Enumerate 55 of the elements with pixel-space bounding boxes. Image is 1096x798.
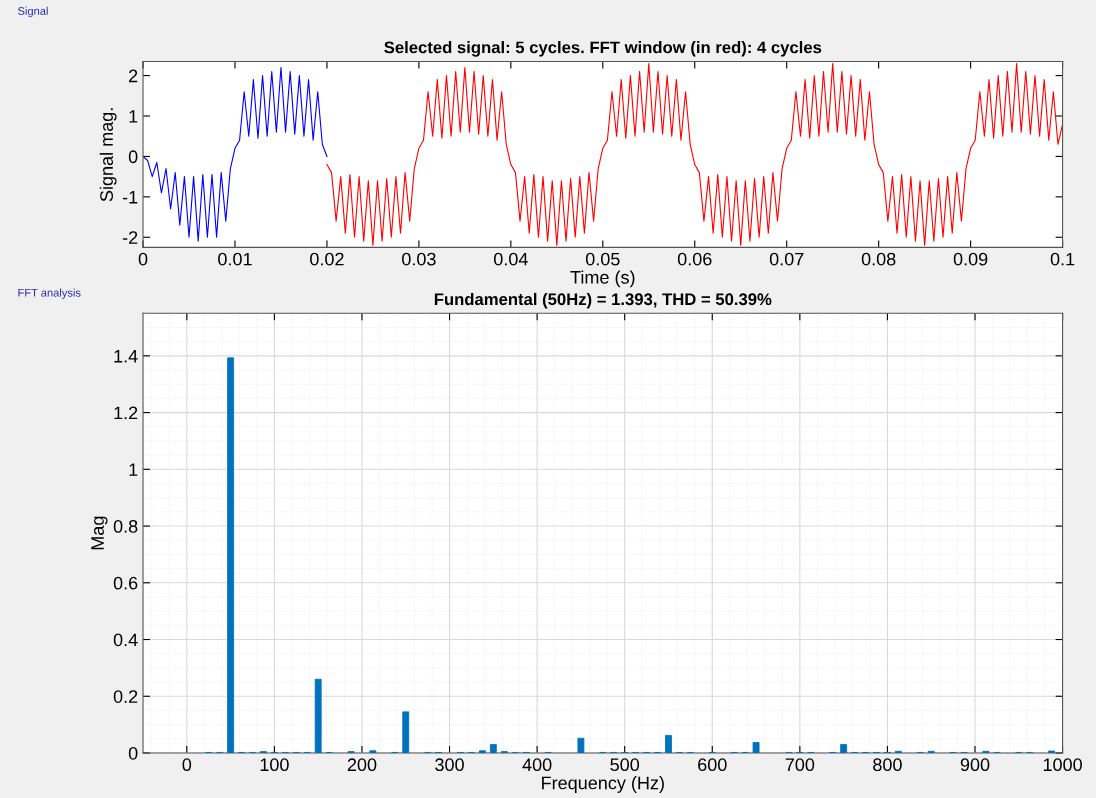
bar [577,737,585,753]
x-tick-label: 500 [610,758,640,772]
x-tick-label: 0.07 [769,252,804,266]
x-tick-label: 0 [182,758,192,772]
x-tick-label: 100 [260,758,289,772]
y-tick-label: -2 [122,231,138,244]
x-tick-label: 700 [785,758,815,772]
x-tick-label: 400 [522,758,552,772]
text: FFT analysis [18,288,81,299]
chart-title: Selected signal: 5 cycles. FFT window (in red): 4 cycles [384,41,822,57]
y-tick-label: 0 [128,150,138,164]
bar [478,750,486,753]
bar [665,734,672,753]
bar [227,357,235,753]
x-tick-label: 0.02 [310,252,344,266]
x-axis-title: Frequency (Hz) [542,776,664,793]
bar [402,711,410,753]
x-tick-label: 800 [873,758,902,772]
bar [840,744,848,753]
x-tick-label: 0 [138,252,148,266]
x-tick-label: 0.06 [677,252,712,266]
chart-title: Fundamental (50Hz) = 1.393, THD = 50.39% [434,292,772,309]
bar [369,750,377,753]
x-tick-label: 0.08 [861,252,896,266]
x-tick-label: 200 [347,758,377,772]
x-tick-label: 0.04 [493,252,528,266]
y-tick-label: 0.6 [113,576,138,590]
y-tick-label: 0.8 [113,519,138,533]
x-axis-title: Time (s) [570,270,635,288]
y-tick-label: 1 [129,110,138,123]
x-tick-label: 0.09 [953,252,988,266]
y-tick-label: -1 [122,190,138,204]
text: Signal [18,6,48,18]
y-axis-title: Mag [91,516,108,550]
line-series [143,66,328,242]
y-axis-title: Signal mag. [99,108,117,202]
y-tick-label: 1 [129,463,138,476]
x-tick-label: 300 [435,758,464,772]
x-tick-label: 900 [960,758,990,772]
y-tick-label: 1.4 [114,349,138,363]
y-tick-label: 2 [129,69,138,83]
y-tick-label: 0.4 [113,633,138,647]
x-tick-label: 0.03 [402,252,436,266]
y-tick-label: 0.2 [113,690,138,703]
y-tick-label: 1.2 [114,406,138,420]
x-tick-label: 0.1 [1050,252,1075,266]
bar [752,742,760,753]
x-tick-label: 600 [698,758,727,772]
bar [489,744,497,753]
x-tick-label: 1000 [1043,758,1082,772]
y-tick-label: 0 [128,746,138,760]
line-series [326,62,1063,246]
bar [314,678,322,753]
x-tick-label: 0.05 [585,252,620,266]
x-tick-label: 0.01 [218,252,252,266]
